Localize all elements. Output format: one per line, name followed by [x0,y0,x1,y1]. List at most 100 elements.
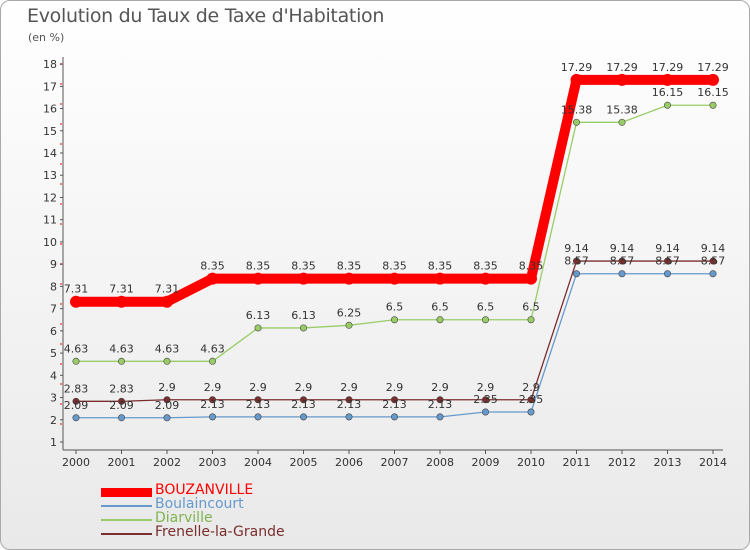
data-label: 2.13 [200,398,225,411]
x-tick-label: 2009 [472,456,500,469]
y-tick-label: 16 [43,103,57,116]
y-tick-label: 2 [50,414,57,427]
data-point [436,396,444,404]
data-point [254,413,262,421]
x-tick-label: 2008 [426,456,454,469]
x-tick-label: 2014 [699,456,727,469]
data-label: 2.09 [109,399,134,412]
data-label: 2.09 [64,399,89,412]
data-label: 8.57 [655,255,680,268]
data-point [481,408,489,416]
data-label: 7.31 [64,283,89,296]
data-point [118,357,126,365]
y-tick-label: 13 [43,169,57,182]
data-label: 2.13 [291,398,316,411]
data-point [479,272,492,285]
y-tick-label: 17 [43,80,57,93]
data-point [436,316,444,324]
data-point [70,295,82,308]
chart-title: Evolution du Taux de Taxe d'Habitation [27,5,385,27]
data-point [525,272,537,285]
data-point [163,414,171,422]
x-tick-label: 2000 [62,456,90,469]
data-label: 7.31 [155,283,180,296]
data-point [663,101,671,109]
data-point [618,270,626,278]
data-point [115,295,128,308]
data-point [570,73,583,86]
data-point [616,73,628,86]
data-label: 2.9 [249,381,267,394]
data-point [343,272,355,285]
x-tick-label: 2010 [517,456,545,469]
data-point [388,272,401,285]
data-label: 15.38 [561,103,593,116]
data-label: 2.9 [431,381,449,394]
data-label: 6.5 [386,301,404,314]
y-tick-label: 12 [43,191,57,204]
x-tick-label: 2003 [199,456,227,469]
data-point [297,272,310,285]
data-point [209,357,217,365]
data-label: 6.13 [246,309,271,322]
data-label: 4.63 [109,342,134,355]
data-point [163,357,171,365]
data-point [434,272,446,285]
data-label: 8.35 [382,260,407,273]
data-label: 8.35 [291,260,316,273]
legend-label: Frenelle-la-Grande [155,524,285,540]
data-label: 8.35 [200,260,225,273]
data-point [390,316,398,324]
y-tick-label: 6 [50,325,57,338]
data-label: 2.13 [337,398,362,411]
data-label: 4.63 [155,342,180,355]
data-label: 4.63 [64,342,89,355]
data-point [118,397,126,405]
data-label: 2.9 [477,381,495,394]
data-label: 2.83 [64,382,89,395]
y-tick-label: 11 [43,214,57,227]
data-point [345,413,353,421]
data-label: 15.38 [606,103,638,116]
data-point [709,270,717,278]
data-label: 8.35 [246,260,271,273]
data-point [299,413,307,421]
data-point [254,324,262,332]
data-point [390,413,398,421]
data-point [252,272,264,285]
data-label: 17.29 [561,61,593,74]
data-label: 2.13 [428,398,453,411]
data-label: 6.13 [291,309,316,322]
data-point [209,396,217,404]
y-tick-label: 18 [43,58,57,71]
y-tick-label: 1 [50,436,57,449]
data-point [527,396,535,404]
data-point [527,408,535,416]
legend-swatch [101,487,152,497]
y-tick-label: 4 [50,369,57,382]
data-label: 8.57 [610,255,635,268]
legend-label: Diarville [155,510,213,526]
data-label: 2.9 [295,381,313,394]
data-label: 16.15 [652,86,684,99]
data-point [663,270,671,278]
legend-label: Boulaincourt [155,496,244,512]
y-tick-label: 8 [50,280,57,293]
y-tick-label: 15 [43,125,57,138]
data-point [209,413,217,421]
data-label: 2.13 [246,398,271,411]
data-label: 6.5 [477,301,495,314]
data-label: 2.35 [519,393,544,406]
y-tick-label: 3 [50,392,57,405]
data-point [72,397,80,405]
data-label: 17.29 [652,61,684,74]
x-tick-label: 2005 [290,456,318,469]
data-label: 9.14 [701,242,726,255]
data-point [299,396,307,404]
data-point [707,73,719,86]
data-label: 6.25 [337,306,362,319]
y-tick-label: 7 [50,303,57,316]
data-point [709,257,717,265]
data-label: 2.9 [386,381,404,394]
